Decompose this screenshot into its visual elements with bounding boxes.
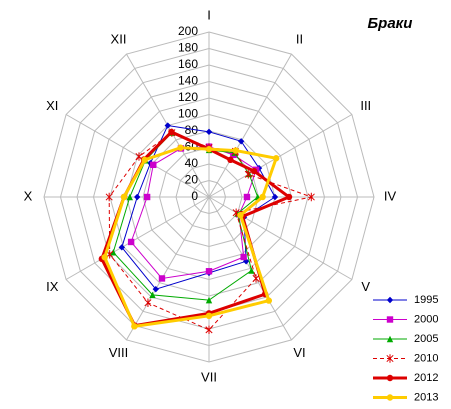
marker bbox=[205, 312, 213, 319]
category-label: X bbox=[24, 188, 33, 203]
legend-label: 1995 bbox=[414, 294, 438, 306]
marker bbox=[386, 296, 394, 304]
marker bbox=[144, 298, 152, 307]
marker bbox=[248, 267, 255, 274]
marker bbox=[205, 128, 213, 136]
marker bbox=[127, 238, 135, 246]
marker bbox=[143, 193, 151, 201]
marker bbox=[134, 193, 141, 201]
r-tick-label: 20 bbox=[185, 173, 199, 187]
r-tick-label: 40 bbox=[185, 156, 199, 170]
marker bbox=[149, 291, 156, 299]
marker bbox=[244, 170, 252, 179]
spoke bbox=[208, 196, 353, 280]
marker bbox=[259, 193, 266, 201]
category-label: III bbox=[360, 98, 371, 113]
legend-label: 2012 bbox=[414, 372, 438, 384]
marker bbox=[285, 193, 293, 201]
marker bbox=[242, 258, 250, 265]
chart-title: Браки bbox=[368, 15, 413, 32]
r-tick-label: 160 bbox=[178, 57, 198, 71]
legend-label: 2010 bbox=[414, 352, 438, 364]
marker bbox=[237, 211, 244, 219]
marker bbox=[250, 167, 258, 175]
category-label: II bbox=[296, 32, 303, 47]
spoke bbox=[208, 196, 292, 341]
category-label: IX bbox=[46, 279, 59, 294]
category-label: V bbox=[361, 279, 370, 294]
marker bbox=[205, 325, 213, 335]
marker bbox=[243, 193, 251, 201]
r-tick-label: 140 bbox=[178, 74, 198, 88]
r-tick-label: 100 bbox=[178, 107, 198, 121]
marker bbox=[227, 156, 234, 164]
marker bbox=[252, 274, 260, 283]
marker bbox=[265, 297, 273, 304]
category-label: VII bbox=[201, 369, 217, 384]
marker bbox=[205, 268, 213, 275]
marker bbox=[141, 156, 148, 164]
category-label: XII bbox=[111, 32, 127, 47]
marker bbox=[131, 323, 138, 330]
legend-label: 2005 bbox=[414, 333, 438, 345]
marker bbox=[232, 147, 240, 154]
spoke bbox=[208, 114, 353, 198]
marker bbox=[126, 193, 133, 201]
marker bbox=[150, 161, 157, 169]
marker bbox=[307, 192, 315, 202]
marker bbox=[118, 244, 126, 251]
marker bbox=[271, 193, 279, 201]
r-tick-label: 0 bbox=[191, 189, 198, 203]
category-label: I bbox=[207, 7, 211, 22]
series bbox=[101, 144, 280, 330]
marker bbox=[120, 193, 128, 201]
marker bbox=[386, 316, 394, 323]
marker bbox=[272, 155, 280, 162]
category-label: XI bbox=[46, 98, 58, 113]
marker bbox=[386, 374, 394, 382]
marker bbox=[237, 138, 245, 145]
marker bbox=[152, 285, 159, 293]
r-tick-label: 120 bbox=[178, 90, 198, 104]
marker bbox=[177, 144, 184, 151]
category-label: IV bbox=[384, 188, 397, 203]
marker bbox=[158, 275, 166, 282]
r-tick-label: 200 bbox=[178, 24, 198, 38]
marker bbox=[386, 394, 394, 401]
marker bbox=[101, 254, 108, 261]
spoke bbox=[208, 53, 292, 198]
category-label: VIII bbox=[109, 345, 129, 360]
marker bbox=[386, 335, 394, 343]
marker bbox=[240, 253, 247, 261]
marker bbox=[168, 128, 175, 136]
marker bbox=[205, 145, 213, 153]
marker bbox=[205, 296, 213, 304]
r-tick-label: 180 bbox=[178, 41, 198, 55]
r-tick-label: 80 bbox=[185, 123, 199, 137]
marker bbox=[164, 122, 171, 129]
marker bbox=[110, 249, 117, 256]
spoke bbox=[65, 196, 210, 280]
legend-label: 2013 bbox=[414, 391, 438, 403]
marker bbox=[386, 354, 394, 363]
legend-label: 2000 bbox=[414, 313, 438, 325]
marker bbox=[105, 192, 113, 202]
category-label: VI bbox=[293, 345, 305, 360]
spoke bbox=[126, 196, 210, 341]
